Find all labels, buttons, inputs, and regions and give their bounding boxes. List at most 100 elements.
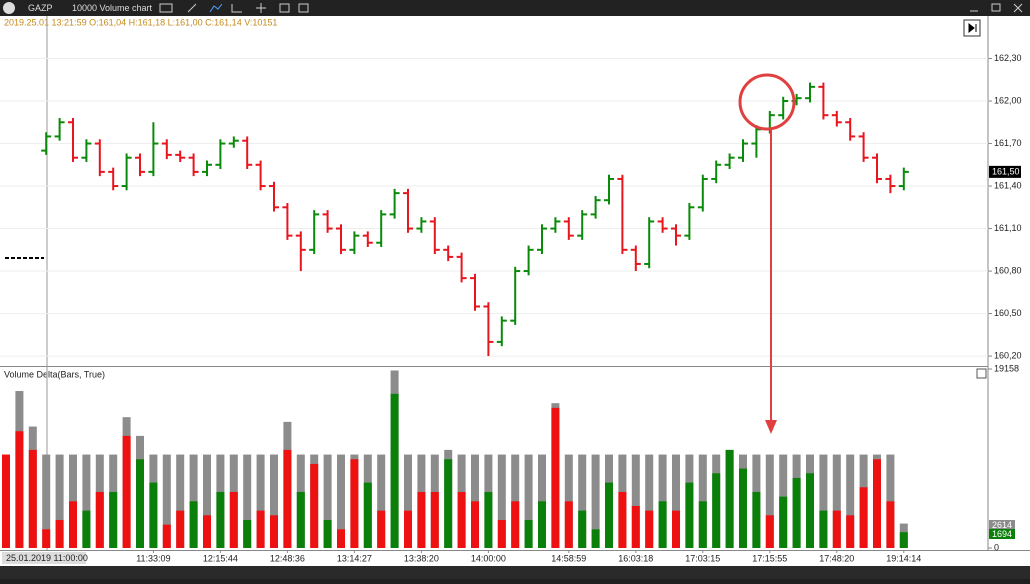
- delta-bar: [658, 501, 667, 548]
- delta-bar: [712, 473, 721, 548]
- last-delta-label: 1694: [992, 529, 1012, 539]
- delta-bar: [82, 510, 91, 548]
- delta-bar: [95, 491, 104, 548]
- y-tick-label: 161,40: [994, 180, 1022, 190]
- delta-bar: [631, 505, 640, 548]
- last-price-label: 161,50: [992, 167, 1020, 177]
- y-tick-label: 160,50: [994, 308, 1022, 318]
- volume-bar: [55, 454, 64, 548]
- delta-bar: [859, 487, 868, 548]
- tool-icon[interactable]: [209, 3, 223, 13]
- volume-bar: [82, 454, 91, 548]
- bar-info: 2019.25.01 13:21:59 O:161,04 H:161,18 L:…: [4, 17, 277, 27]
- delta-bar: [471, 501, 479, 548]
- delta-bar: [551, 407, 560, 548]
- volume-bar: [377, 454, 386, 548]
- volume-bar: [256, 454, 265, 548]
- close[interactable]: [1013, 3, 1023, 13]
- delta-bar: [739, 468, 747, 548]
- last-price-box: [989, 165, 1021, 178]
- delta-bar: [229, 491, 238, 548]
- delta-bar: [578, 510, 587, 548]
- delta-bar: [564, 501, 573, 548]
- volume-bar: [591, 454, 600, 548]
- logo[interactable]: [3, 2, 15, 14]
- volume-bar: [538, 454, 546, 548]
- delta-bar: [698, 501, 707, 548]
- delta-bar: [765, 515, 774, 548]
- delta-bar: [189, 501, 198, 548]
- restore[interactable]: [991, 3, 1001, 12]
- x-tick-label: 13:14:27: [337, 553, 372, 563]
- delta-bar: [819, 510, 828, 548]
- toolbar-content: GAZP 10000 Volume chart: [3, 2, 1023, 14]
- delta-bar: [363, 482, 372, 548]
- indicator-close[interactable]: [976, 368, 987, 379]
- tool-icon[interactable]: [298, 3, 309, 13]
- delta-bar: [886, 501, 895, 548]
- arrow-head: [765, 420, 777, 434]
- y-tick-label: 161,10: [994, 223, 1022, 233]
- delta-bar: [337, 529, 345, 548]
- volume-bar: [323, 454, 332, 548]
- tool-icon[interactable]: [187, 3, 197, 13]
- chart-type[interactable]: 10000 Volume chart: [72, 3, 153, 13]
- y-tick-label: 160,80: [994, 265, 1022, 275]
- volume-bar: [645, 454, 654, 548]
- volume-bar: [337, 454, 345, 548]
- delta-bar: [524, 519, 533, 548]
- volume-bar: [672, 454, 680, 548]
- delta-bar: [538, 501, 546, 548]
- delta-bar: [752, 491, 761, 548]
- delta-bar: [779, 496, 788, 548]
- tool-icon[interactable]: [279, 3, 290, 13]
- delta-bar: [390, 393, 399, 548]
- last-volume-box: [989, 520, 1015, 530]
- volume-panel: 0 19158 11:33:09 12:15:44 12:48:36 13:14:27 13…: [2, 363, 1019, 563]
- tool-icon[interactable]: [231, 4, 242, 13]
- delta-bar: [618, 491, 627, 548]
- delta-bar: [136, 459, 144, 548]
- delta-bar: [404, 510, 412, 548]
- scrollbar[interactable]: [0, 566, 1030, 579]
- indicator-title: Volume Delta(Bars, True): [4, 369, 105, 379]
- delta-bar: [497, 519, 506, 548]
- y-tick-label: 160,20: [994, 350, 1022, 360]
- tool-icon[interactable]: [159, 3, 173, 13]
- delta-bar: [511, 501, 520, 548]
- volume-bar: [819, 454, 828, 548]
- volume-bar: [69, 454, 77, 548]
- y-tick-label: 162,30: [994, 53, 1022, 63]
- delta-bar: [203, 515, 211, 548]
- cursor-time-box: [2, 552, 86, 564]
- cursor-time-label: 25.01.2019 11:00:00: [6, 553, 88, 563]
- last-volume-label: 2614: [992, 520, 1012, 530]
- delta-bar: [846, 515, 855, 548]
- delta-bar: [792, 477, 801, 548]
- delta-bar: [806, 473, 814, 548]
- x-tick-label: 12:48:36: [270, 553, 305, 563]
- y-tick-label: 162,00: [994, 95, 1022, 105]
- delta-bar: [296, 491, 305, 548]
- x-tick-label: 13:38:20: [404, 553, 439, 563]
- delta-bar: [725, 449, 734, 548]
- volume-bar: [189, 454, 198, 548]
- price-panel: 162,30 162,00 161,70 161,40 161,10 160,80 160,…: [0, 53, 1022, 360]
- delta-bar: [176, 510, 185, 548]
- delta-bar: [457, 491, 466, 548]
- symbol[interactable]: GAZP: [28, 3, 53, 13]
- tool-icon[interactable]: [256, 3, 266, 13]
- volume-bar: [578, 454, 587, 548]
- delta-bar: [109, 491, 118, 548]
- delta-bar: [243, 519, 252, 548]
- x-tick-label: 17:48:20: [819, 553, 854, 563]
- volume-bar: [511, 454, 520, 548]
- delta-bar: [216, 491, 225, 548]
- volume-bar: [886, 454, 895, 548]
- delta-bar: [69, 501, 77, 548]
- y-tick-label: 161,70: [994, 138, 1022, 148]
- x-tick-label: 17:15:55: [752, 553, 787, 563]
- delta-bar: [28, 449, 37, 548]
- delta-bar: [2, 454, 10, 548]
- delta-bar: [417, 491, 426, 548]
